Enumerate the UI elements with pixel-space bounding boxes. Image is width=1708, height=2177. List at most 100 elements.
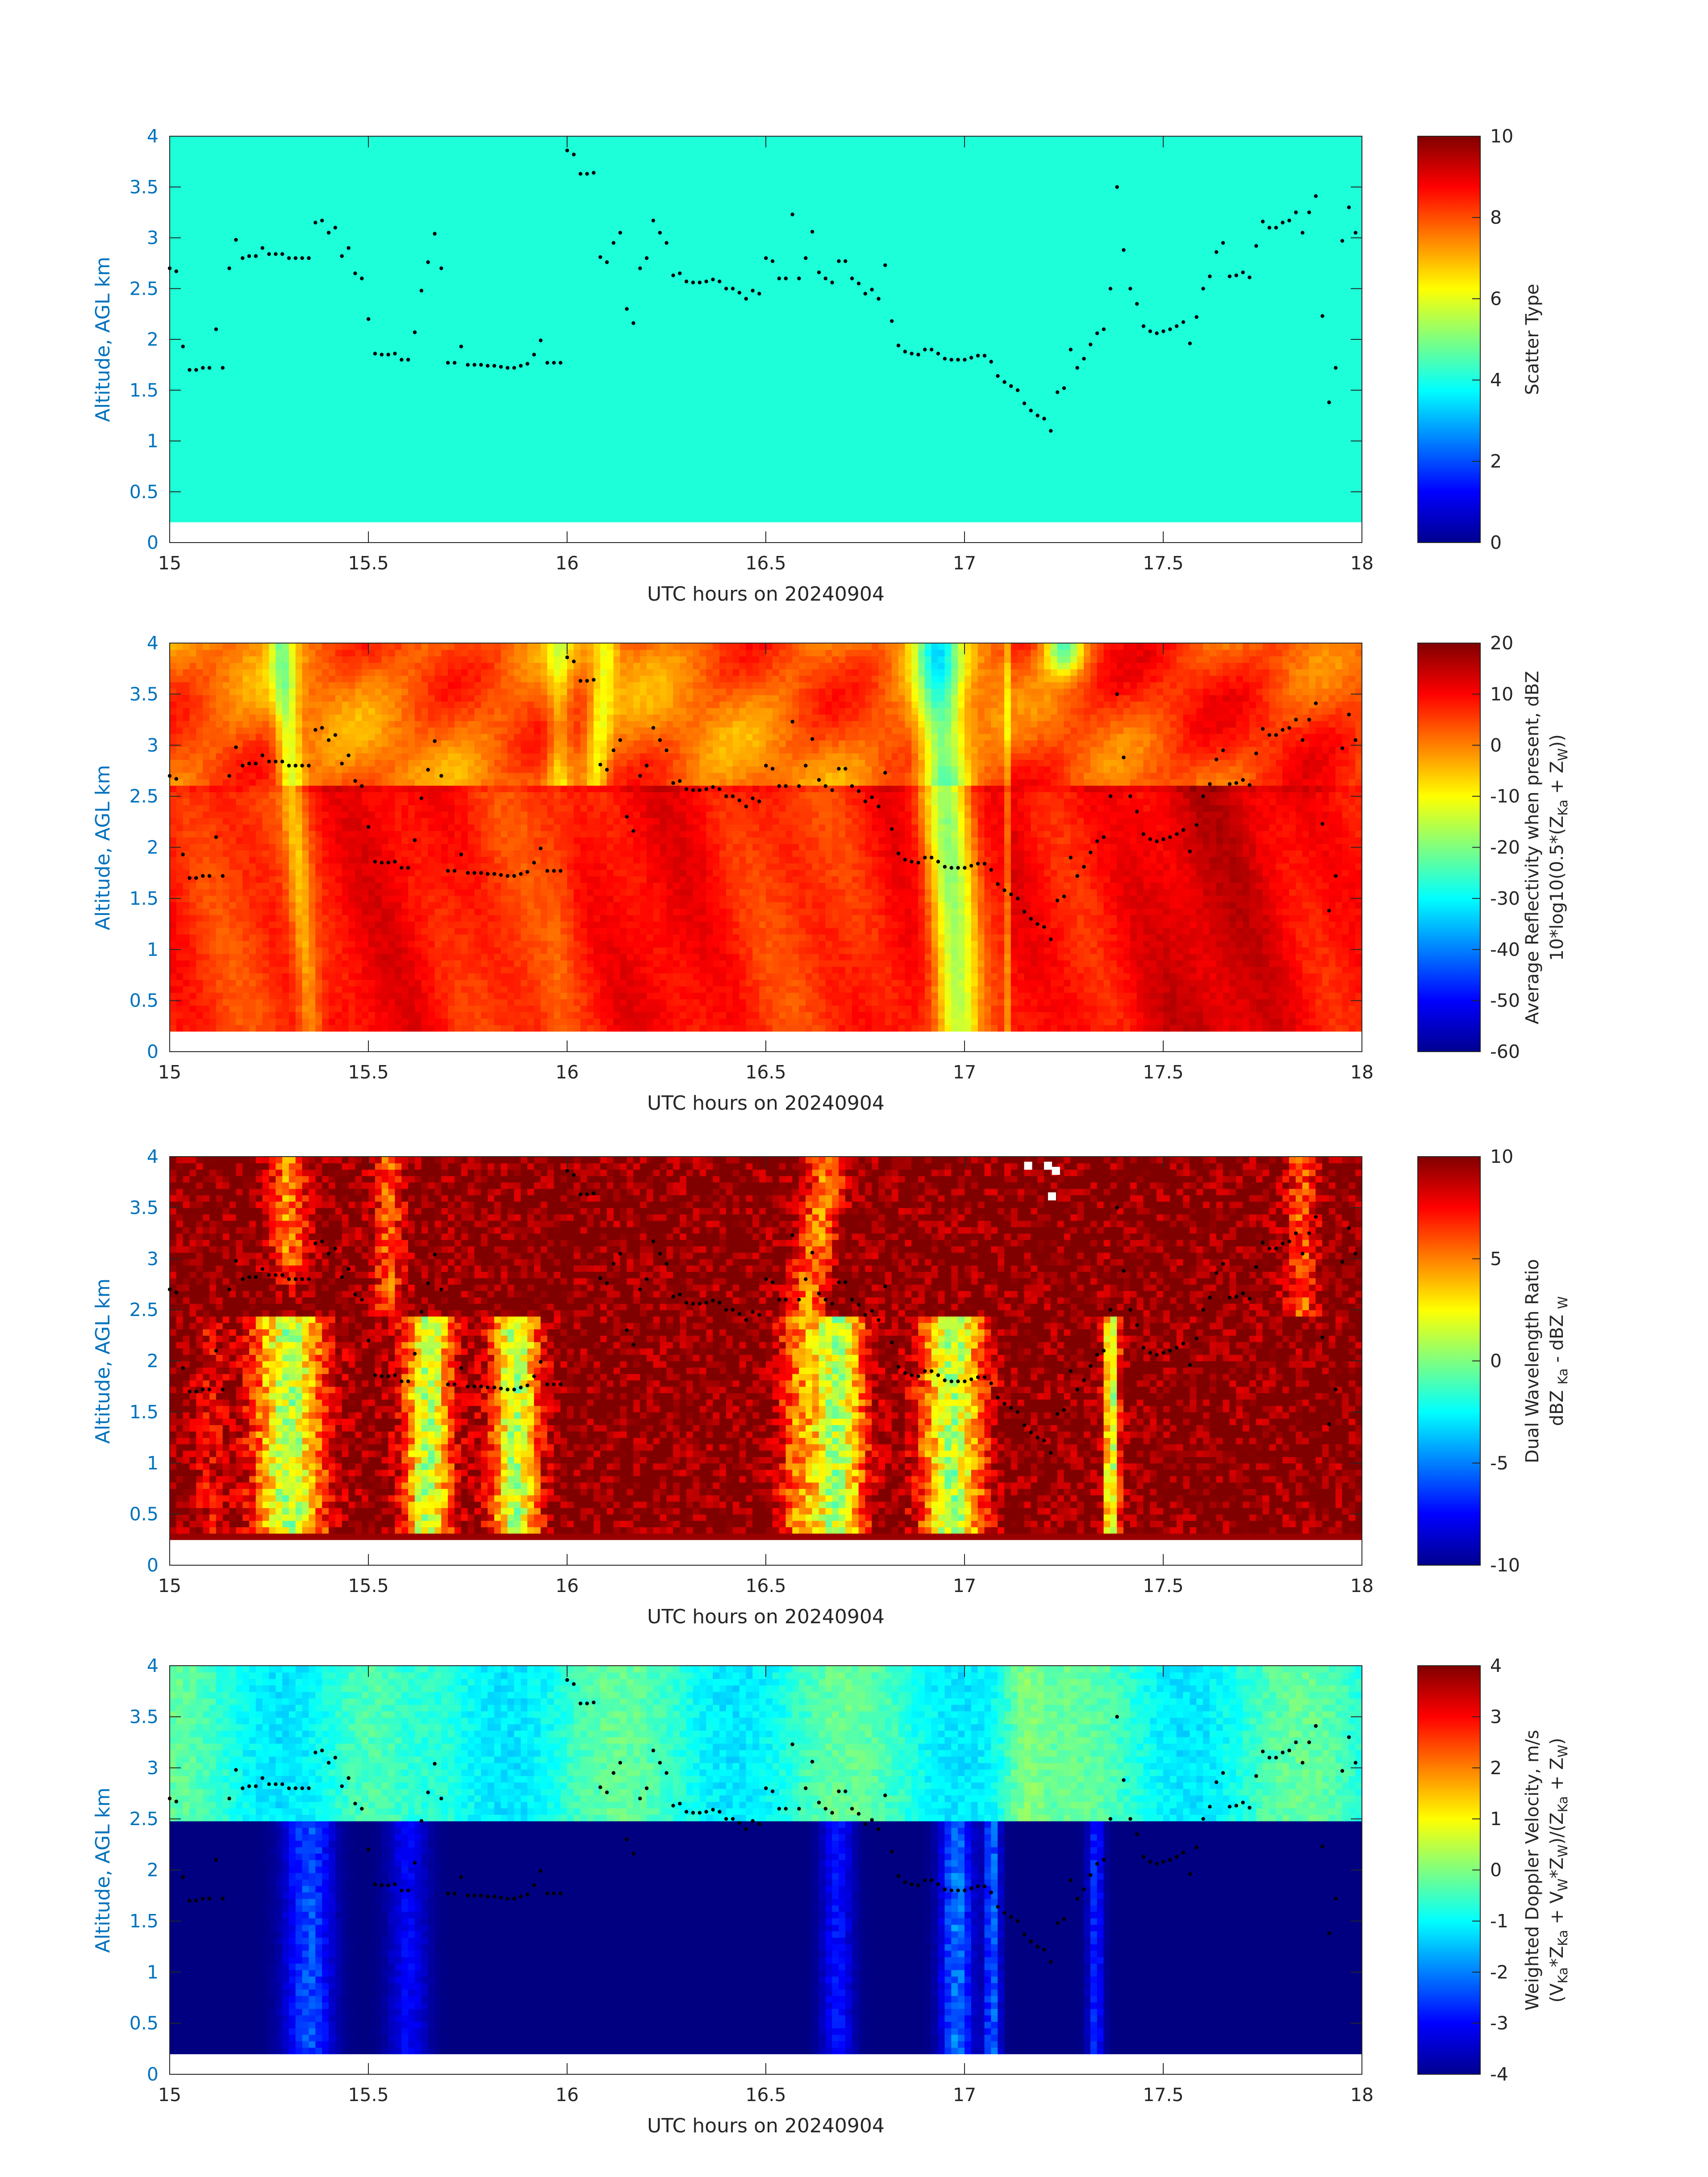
heatmap-cell (587, 786, 594, 792)
heatmap-cell (541, 753, 548, 760)
heatmap-cell (256, 986, 263, 993)
heatmap-cell (455, 818, 462, 824)
heatmap-cell (587, 934, 594, 941)
heatmap-cell (541, 798, 548, 805)
heatmap-cell (242, 1012, 250, 1019)
heatmap-cell (315, 701, 322, 708)
heatmap-cell (494, 643, 501, 650)
heatmap-cell (408, 760, 415, 766)
heatmap-cell (521, 650, 528, 656)
heatmap-cell (587, 740, 594, 747)
heatmap-cell (428, 682, 435, 689)
heatmap-cell (355, 695, 362, 702)
heatmap-cell (428, 960, 435, 967)
heatmap-cell (474, 701, 481, 708)
data-point (201, 366, 205, 370)
data-point (347, 246, 350, 250)
heatmap-cell (547, 915, 555, 922)
heatmap-cell (223, 915, 230, 922)
heatmap-cell (514, 747, 521, 753)
heatmap-cell (508, 882, 515, 889)
heatmap-cell (289, 701, 296, 708)
heatmap-cell (335, 650, 342, 656)
heatmap-cell (289, 779, 296, 786)
heatmap-cell (521, 960, 528, 967)
heatmap-cell (587, 760, 594, 766)
heatmap-cell (256, 798, 263, 805)
heatmap-cell (302, 663, 309, 669)
heatmap-cell (488, 734, 495, 740)
heatmap-cell (547, 882, 555, 889)
heatmap-cell (309, 688, 316, 695)
heatmap-cell (230, 727, 237, 734)
heatmap-cell (216, 999, 223, 1006)
heatmap-cell (362, 895, 369, 902)
heatmap-cell (541, 643, 548, 650)
heatmap-cell (256, 669, 263, 676)
heatmap-cell (322, 747, 329, 753)
heatmap-cell (567, 675, 574, 682)
data-point (420, 289, 423, 292)
heatmap-cell (448, 818, 455, 824)
heatmap-cell (587, 973, 594, 980)
heatmap-cell (223, 643, 230, 650)
heatmap-cell (196, 786, 203, 792)
heatmap-cell (382, 960, 389, 967)
heatmap-cell (448, 902, 455, 909)
heatmap-cell (190, 811, 197, 818)
heatmap-cell (455, 973, 462, 980)
heatmap-cell (315, 850, 322, 857)
heatmap-cell (541, 663, 548, 669)
heatmap-cell (236, 837, 243, 844)
heatmap-cell (534, 934, 541, 941)
heatmap-cell (455, 675, 462, 682)
heatmap-cell (183, 663, 190, 669)
heatmap-cell (362, 947, 369, 954)
heatmap-cell (527, 811, 535, 818)
heatmap-cell (349, 902, 356, 909)
heatmap-cell (196, 902, 203, 909)
heatmap-cell (434, 986, 442, 993)
heatmap-cell (554, 792, 561, 798)
heatmap-cell (388, 837, 396, 844)
heatmap-cell (395, 663, 402, 669)
heatmap-cell (375, 811, 382, 818)
heatmap-cell (488, 915, 495, 922)
heatmap-cell (203, 960, 210, 967)
heatmap-cell (230, 663, 237, 669)
heatmap-cell (282, 1005, 289, 1012)
heatmap-cell (422, 902, 429, 909)
heatmap-cell (494, 805, 501, 811)
heatmap-cell (501, 966, 508, 973)
heatmap-cell (541, 682, 548, 689)
heatmap-cell (223, 902, 230, 909)
heatmap-cell (494, 928, 501, 934)
heatmap-cell (176, 656, 184, 663)
data-point (1023, 401, 1026, 405)
heatmap-cell (368, 986, 376, 993)
heatmap-cell (276, 973, 283, 980)
heatmap-cell (170, 798, 177, 805)
heatmap-cell (448, 1005, 455, 1012)
heatmap-cell (249, 753, 256, 760)
data-point (439, 267, 443, 270)
heatmap-cell (342, 908, 349, 915)
data-point (797, 276, 801, 280)
data-point (731, 287, 735, 290)
heatmap-cell (580, 953, 588, 960)
heatmap-cell (382, 831, 389, 837)
scatter-type-fill (170, 136, 1362, 522)
heatmap-cell (203, 708, 210, 715)
heatmap-cell (209, 714, 217, 721)
heatmap-cell (521, 1018, 528, 1025)
heatmap-cell (289, 915, 296, 922)
heatmap-cell (322, 714, 329, 721)
heatmap-cell (276, 921, 283, 928)
heatmap-cell (335, 979, 342, 986)
heatmap-cell (296, 734, 303, 740)
heatmap-cell (216, 940, 223, 947)
heatmap-cell (388, 876, 396, 883)
heatmap-cell (494, 1018, 501, 1025)
heatmap-cell (342, 979, 349, 986)
heatmap-cell (415, 695, 422, 702)
